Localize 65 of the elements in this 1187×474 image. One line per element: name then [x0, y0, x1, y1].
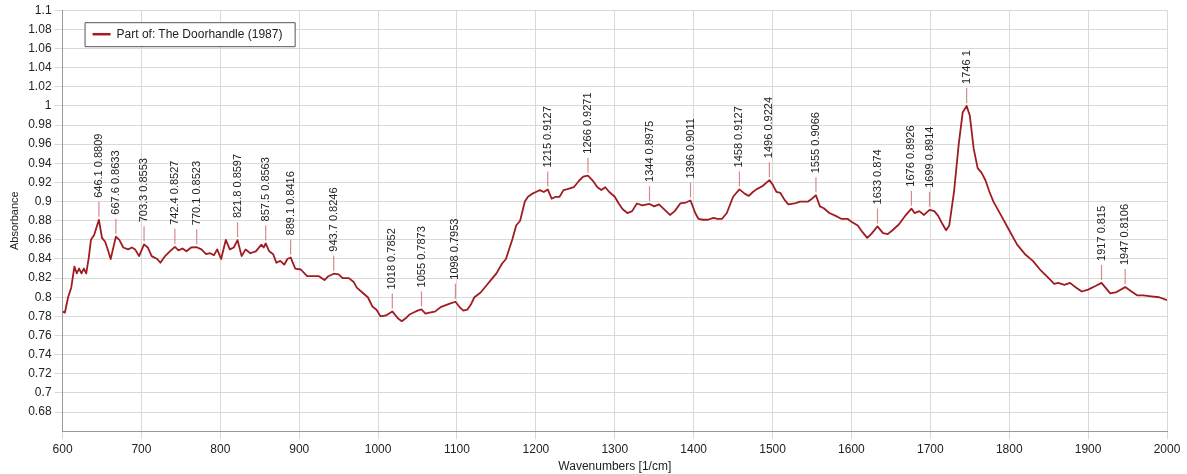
y-tick-label: 0.84 [28, 251, 52, 266]
y-tick-label: 0.76 [28, 327, 52, 342]
y-tick-label: 1 [44, 98, 52, 113]
annotation: 1496 0.9224 [762, 96, 775, 159]
annotation: 770.1 0.8523 [189, 160, 202, 226]
y-tick-label: 0.8 [34, 289, 52, 304]
y-tick-label: 0.72 [28, 366, 52, 381]
y-tick-label: 0.88 [28, 213, 52, 228]
y-tick-label: 0.86 [28, 232, 52, 247]
annotation: 1458 0.9127 [732, 106, 745, 168]
annotation: 742.4 0.8527 [167, 160, 180, 225]
x-tick-label: 2000 [1153, 441, 1181, 456]
annotation: 646.1 0.8809 [91, 133, 104, 198]
x-axis-title: Wavenumbers [1/cm] [558, 459, 672, 474]
annotation: 1746 1 [959, 50, 972, 84]
annotation: 1098 0.7953 [448, 218, 461, 280]
y-axis-title: Absorbance [7, 191, 20, 251]
annotation: 821.8 0.8597 [230, 153, 243, 219]
annotation: 1215 0.9127 [540, 106, 553, 168]
y-tick-label: 0.94 [28, 155, 52, 170]
x-tick-label: 600 [52, 441, 73, 456]
y-tick-label: 0.96 [28, 136, 52, 151]
x-tick-label: 1600 [838, 441, 866, 456]
annotation: 1947 0.8106 [1118, 203, 1131, 266]
annotation: 703.3 0.8553 [137, 158, 150, 223]
y-tick-label: 0.98 [28, 117, 52, 132]
y-tick-label: 0.68 [28, 404, 52, 419]
annotation: 1633 0.874 [870, 149, 883, 205]
x-tick-label: 1700 [916, 441, 944, 456]
y-tick-label: 0.92 [28, 174, 52, 189]
annotation: 1676 0.8926 [904, 125, 917, 187]
x-tick-label: 700 [131, 441, 152, 456]
annotation: 1396 0.9011 [683, 118, 696, 179]
legend-label: Part of: The Doorhandle (1987) [116, 26, 283, 41]
x-tick-label: 900 [289, 441, 310, 456]
annotation: 1344 0.8975 [642, 120, 655, 182]
annotation: 1018 0.7852 [385, 228, 398, 290]
y-tick-label: 0.78 [28, 308, 52, 323]
x-tick-label: 1300 [601, 441, 629, 456]
annotation: 889.1 0.8416 [283, 171, 296, 236]
x-tick-label: 1500 [759, 441, 787, 456]
annotation: 1699 0.8914 [922, 126, 935, 188]
y-tick-label: 1.02 [28, 79, 52, 94]
x-tick-label: 1000 [364, 441, 392, 456]
y-tick-label: 1.04 [28, 59, 52, 74]
y-tick-label: 0.74 [28, 346, 52, 361]
x-tick-label: 1100 [444, 441, 471, 456]
y-tick-label: 0.7 [34, 385, 52, 400]
y-tick-label: 0.82 [28, 270, 52, 285]
annotation: 1266 0.9271 [580, 92, 593, 154]
y-tick-label: 1.1 [34, 2, 52, 17]
y-tick-label: 1.08 [28, 21, 52, 36]
x-tick-label: 800 [210, 441, 231, 456]
annotation: 857.5 0.8563 [258, 157, 271, 222]
x-tick-label: 1800 [995, 441, 1023, 456]
y-tick-label: 1.06 [28, 40, 52, 55]
y-tick-label: 0.9 [34, 193, 52, 208]
annotation: 1055 0.7873 [414, 226, 427, 288]
annotation: 1555 0.9066 [808, 112, 821, 174]
x-tick-label: 1400 [680, 441, 708, 456]
x-tick-label: 1200 [522, 441, 550, 456]
x-tick-label: 1900 [1074, 441, 1102, 456]
annotation: 667.6 0.8633 [108, 150, 121, 215]
annotation: 943.7 0.8246 [326, 187, 339, 252]
annotation: 1917 0.815 [1094, 205, 1107, 261]
